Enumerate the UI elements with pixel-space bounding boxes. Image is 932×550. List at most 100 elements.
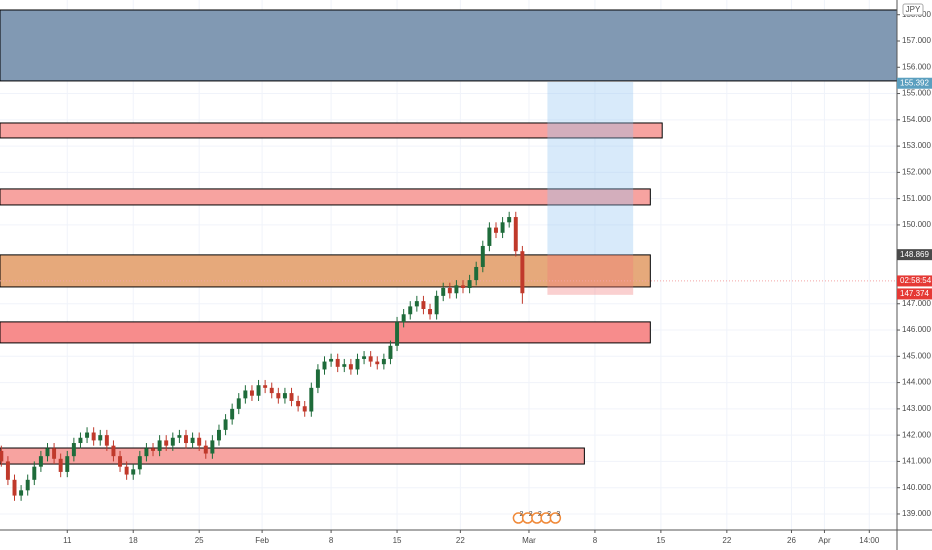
candle-body [71, 443, 76, 457]
candle-body [223, 419, 228, 430]
candle-body [467, 280, 472, 288]
candle-body [85, 432, 90, 438]
x-tick-label: 15 [656, 536, 665, 545]
y-tick-label: 157.000 [902, 36, 931, 45]
time-axis [0, 530, 932, 550]
candle-body [78, 437, 83, 444]
candle-body [25, 479, 30, 491]
event-marker [549, 512, 562, 524]
candle-body [322, 361, 327, 370]
zone [0, 9, 898, 82]
candle-body [421, 301, 426, 310]
candle-body [190, 437, 195, 444]
candle-body [513, 217, 518, 252]
candle-body [296, 400, 301, 407]
candle-body [184, 435, 188, 444]
candle-body [401, 314, 406, 323]
candle-body [454, 285, 459, 294]
y-tick-label: 154.000 [902, 115, 931, 124]
candle-body [315, 369, 320, 388]
candle-body [395, 322, 400, 346]
candle-body [157, 440, 162, 451]
candle-body [362, 356, 367, 359]
candle-body [144, 448, 149, 457]
candle-body [256, 385, 261, 396]
price-marker-bg [897, 77, 932, 89]
event-label: 2 [547, 511, 551, 518]
x-tick-label: 11 [63, 536, 72, 545]
candle-body [65, 456, 70, 472]
candle-body [5, 461, 10, 480]
candle-body [104, 435, 109, 446]
candle-body [263, 385, 268, 388]
candle-body [329, 358, 334, 362]
candle-body [282, 393, 287, 399]
countdown: 02:58:54 [900, 276, 932, 285]
x-tick-label: Mar [522, 536, 536, 545]
zone [0, 188, 651, 206]
y-tick-label: 156.000 [902, 62, 931, 71]
candle-body [507, 217, 512, 223]
candle-body [164, 440, 169, 446]
position-target [547, 81, 634, 255]
candle-body [494, 227, 498, 233]
x-tick-label: 25 [195, 536, 204, 545]
y-tick-label: 147.000 [902, 299, 931, 308]
x-tick-label: Feb [255, 536, 269, 545]
y-tick-label: 152.000 [902, 167, 931, 176]
currency: JPY [906, 5, 921, 14]
candle-body [309, 387, 314, 412]
candle-body [32, 466, 37, 480]
y-tick-label: 142.000 [902, 430, 931, 439]
y-tick-label: 153.000 [902, 141, 931, 150]
candle-body [19, 490, 24, 496]
candle-body [441, 287, 446, 296]
price-marker: 155.392 [900, 78, 929, 87]
candle-body [124, 466, 129, 475]
candle-body [197, 437, 202, 446]
candle-body [52, 448, 57, 459]
candle-body [348, 364, 353, 370]
candle-body [230, 408, 235, 420]
y-tick-label: 151.000 [902, 194, 931, 203]
candle-body [447, 287, 452, 294]
x-tick-label: 26 [787, 536, 796, 545]
y-tick-label: 140.000 [902, 483, 931, 492]
candle-body [408, 306, 413, 315]
zone [0, 321, 651, 344]
candle-body [170, 437, 175, 446]
candle-body [388, 345, 393, 359]
candle-body [381, 358, 386, 365]
price-marker: 148.869 [900, 250, 929, 259]
last-price: 147.374 [900, 289, 929, 298]
y-tick-label: 145.000 [902, 351, 931, 360]
candle-body [302, 406, 307, 412]
zone [0, 447, 585, 465]
candle-body [98, 435, 103, 441]
x-tick-label: 15 [393, 536, 402, 545]
last-price-bg [897, 288, 932, 300]
candle-body [269, 387, 274, 394]
x-tick-label: 8 [593, 536, 598, 545]
x-tick-label: 18 [129, 536, 138, 545]
candle-body [414, 301, 419, 307]
x-tick-label: 22 [722, 536, 731, 545]
candle-body [375, 361, 380, 365]
candle-body [111, 445, 116, 457]
candle-body [137, 456, 142, 470]
candle-body [243, 390, 248, 399]
candle-body [91, 432, 96, 441]
x-tick-label: Apr [818, 536, 831, 545]
event-label: 2 [529, 511, 533, 518]
countdown-bg [897, 275, 932, 287]
candle-body [203, 445, 208, 454]
candle-body [249, 390, 254, 396]
candle-body [38, 456, 43, 467]
price-marker-bg [897, 249, 932, 261]
candle-body [118, 456, 123, 467]
candle-body [487, 227, 492, 246]
y-tick-label: 144.000 [902, 378, 931, 387]
candle-body [216, 429, 221, 441]
y-tick-label: 139.000 [902, 509, 931, 518]
